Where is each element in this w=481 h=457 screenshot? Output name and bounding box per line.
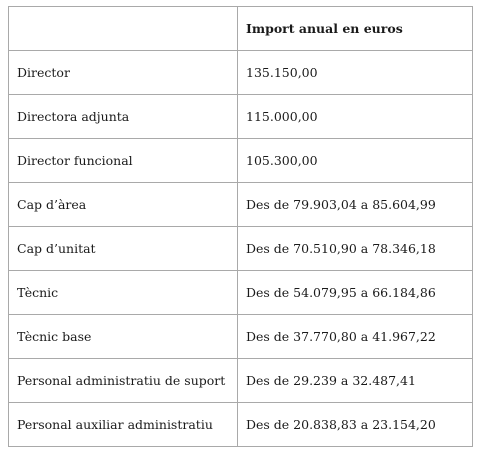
amount-cell: Des de 37.770,80 a 41.967,22 (237, 314, 473, 359)
table-row: Cap d’àrea Des de 79.903,04 a 85.604,99 (8, 182, 473, 227)
table-row: Tècnic Des de 54.079,95 a 66.184,86 (8, 270, 473, 315)
category-cell: Tècnic base (8, 314, 238, 359)
amount-cell: Des de 20.838,83 a 23.154,20 (237, 402, 473, 447)
table-row: Cap d’unitat Des de 70.510,90 a 78.346,1… (8, 226, 473, 271)
table-row: Director 135.150,00 (8, 50, 473, 95)
category-cell: Directora adjunta (8, 94, 238, 139)
header-amount-cell: Import anual en euros (237, 6, 473, 51)
category-cell: Tècnic (8, 270, 238, 315)
table-row: Tècnic base Des de 37.770,80 a 41.967,22 (8, 314, 473, 359)
amount-cell: 105.300,00 (237, 138, 473, 183)
category-cell: Cap d’àrea (8, 182, 238, 227)
table-row: Personal administratiu de suport Des de … (8, 358, 473, 403)
header-category-cell (8, 6, 238, 51)
salary-table: Import anual en euros Director 135.150,0… (8, 6, 473, 447)
table-row: Personal auxiliar administratiu Des de 2… (8, 402, 473, 447)
category-cell: Director (8, 50, 238, 95)
amount-cell: 115.000,00 (237, 94, 473, 139)
amount-cell: Des de 79.903,04 a 85.604,99 (237, 182, 473, 227)
amount-cell: Des de 29.239 a 32.487,41 (237, 358, 473, 403)
table-header-row: Import anual en euros (8, 6, 473, 51)
table-row: Director funcional 105.300,00 (8, 138, 473, 183)
amount-cell: Des de 54.079,95 a 66.184,86 (237, 270, 473, 315)
category-cell: Cap d’unitat (8, 226, 238, 271)
category-cell: Personal administratiu de suport (8, 358, 238, 403)
category-cell: Personal auxiliar administratiu (8, 402, 238, 447)
amount-cell: Des de 70.510,90 a 78.346,18 (237, 226, 473, 271)
category-cell: Director funcional (8, 138, 238, 183)
amount-cell: 135.150,00 (237, 50, 473, 95)
table-row: Directora adjunta 115.000,00 (8, 94, 473, 139)
